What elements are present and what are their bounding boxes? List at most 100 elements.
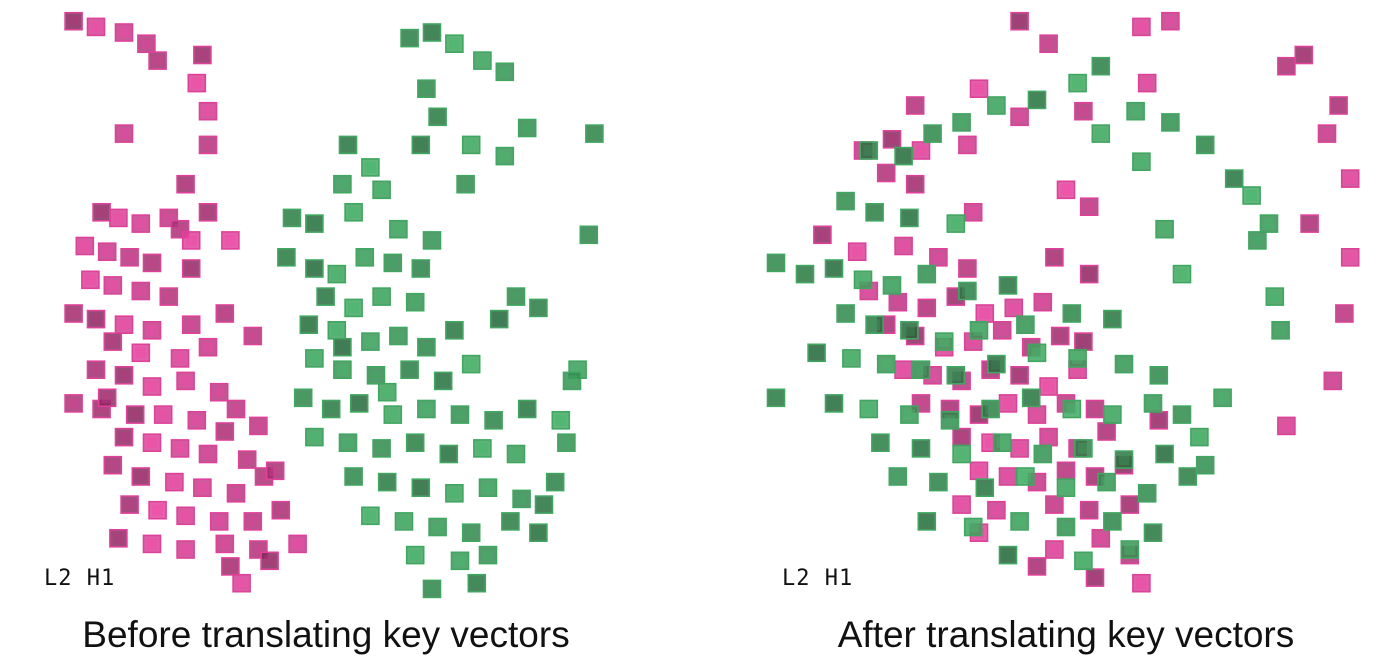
scatter-point — [1091, 528, 1111, 548]
scatter-point — [333, 360, 352, 380]
scatter-point — [372, 439, 391, 458]
scatter-point — [344, 298, 363, 318]
scatter-point — [969, 79, 989, 98]
scatter-point — [923, 124, 942, 143]
scatter-point — [405, 292, 425, 312]
scatter-point — [305, 349, 324, 368]
scatter-point — [187, 410, 207, 430]
scatter-point — [1114, 354, 1134, 374]
scatter-point — [120, 495, 139, 514]
scatter-point — [557, 433, 576, 453]
scatter-point — [585, 124, 604, 143]
scatter-point — [992, 433, 1012, 453]
scatter-point — [305, 214, 324, 233]
scatter-point — [411, 259, 431, 278]
scatter-point — [871, 433, 890, 453]
scatter-point — [445, 483, 464, 503]
scatter-point — [545, 472, 565, 492]
scatter-point — [361, 506, 380, 526]
scatter-point — [1172, 264, 1192, 284]
scatter-point — [428, 107, 447, 127]
scatter-point — [1091, 56, 1111, 76]
scatter-point — [209, 512, 229, 531]
scatter-point — [562, 371, 582, 391]
scatter-point — [484, 410, 503, 430]
scatter-point — [905, 96, 925, 115]
scatter-point — [86, 309, 106, 329]
scatter-point — [198, 444, 218, 464]
scatter-point — [1277, 416, 1296, 436]
scatter-point — [1137, 483, 1157, 503]
caption-after: After translating key vectors — [837, 614, 1295, 655]
scatter-point — [1224, 169, 1244, 188]
scatter-point — [226, 483, 246, 503]
scatter-point — [461, 523, 481, 543]
scatter-point — [355, 248, 375, 267]
scatter-point — [1143, 394, 1163, 413]
scatter-point — [795, 264, 815, 284]
scatter-point — [377, 472, 397, 492]
scatter-point — [327, 264, 347, 284]
scatter-point — [517, 118, 537, 138]
scatter-point — [338, 433, 358, 453]
scatter-point — [170, 349, 190, 368]
scatter-point — [958, 281, 977, 301]
scatter-point — [579, 225, 599, 245]
scatter-point — [198, 135, 218, 155]
scatter-point — [400, 360, 419, 380]
scatter-point — [226, 399, 246, 419]
scatter-point — [1085, 399, 1105, 419]
scatter-point — [114, 365, 134, 385]
scatter-point — [1340, 248, 1360, 267]
scatter-point — [501, 512, 520, 531]
scatter-point — [1079, 264, 1099, 284]
scatter-point — [383, 253, 403, 273]
scatter-point — [1021, 388, 1041, 408]
scatter-point — [137, 34, 156, 54]
scatter-point — [109, 528, 128, 548]
scatter-point — [998, 276, 1018, 295]
scatter-point — [1027, 405, 1047, 424]
scatter-point — [265, 461, 285, 481]
scatter-point — [125, 405, 145, 424]
scatter-point — [1045, 248, 1064, 267]
scatter-point — [1317, 124, 1337, 143]
scatter-point — [221, 557, 240, 576]
scatter-point — [299, 315, 319, 335]
scatter-point — [1016, 467, 1035, 486]
scatter-point — [969, 320, 989, 340]
scatter-point — [1190, 427, 1209, 447]
scatter-point — [176, 174, 195, 194]
scatter-point — [1062, 304, 1082, 323]
scatter-point — [372, 287, 391, 306]
scatter-point — [917, 512, 937, 531]
scatter-point — [394, 512, 414, 531]
scatter-point — [489, 309, 509, 329]
scatter-point — [142, 253, 162, 273]
scatter-point — [1155, 219, 1174, 239]
scatter-point — [86, 360, 106, 380]
scatter-point — [389, 219, 408, 239]
scatter-point — [271, 500, 291, 520]
scatter-point — [859, 399, 879, 419]
scatter-point — [888, 467, 908, 486]
scatter-point — [131, 214, 151, 233]
scatter-point — [865, 315, 884, 335]
scatter-point — [1277, 56, 1296, 76]
scatter-point — [1178, 467, 1198, 486]
scatter-point — [1132, 573, 1151, 593]
scatter-point — [473, 439, 492, 458]
scatter-point — [1079, 500, 1099, 520]
scatter-point — [987, 96, 1006, 115]
scatter-point — [411, 478, 431, 498]
scatter-point — [142, 377, 162, 396]
scatter-point — [824, 394, 844, 413]
scatter-point — [1097, 472, 1116, 492]
scatter-point — [428, 517, 447, 537]
scatter-point — [952, 113, 971, 132]
scatter-point — [1010, 439, 1029, 458]
scatter-point — [905, 174, 925, 194]
scatter-point — [1149, 365, 1169, 385]
scatter-plot-after — [766, 11, 1360, 593]
scatter-point — [131, 467, 151, 486]
